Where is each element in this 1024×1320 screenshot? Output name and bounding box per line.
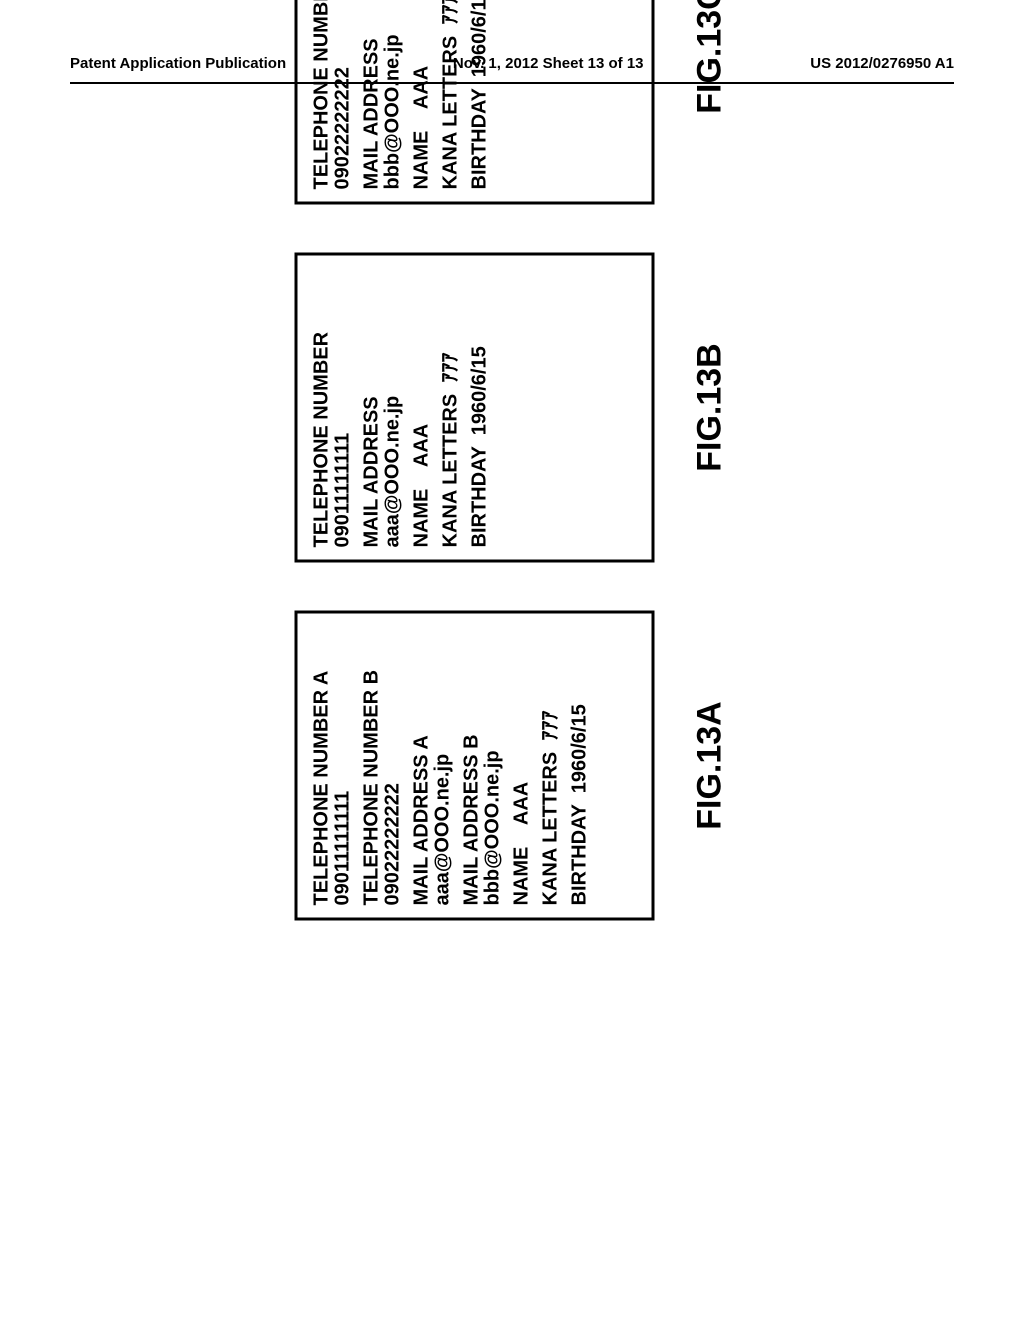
phone-label: TELEPHONE NUMBER <box>312 268 333 548</box>
figure-13b: TELEPHONE NUMBER 09011111111 MAIL ADDRES… <box>295 253 730 563</box>
mail-a-value: aaa@OOO.ne.jp <box>433 626 454 906</box>
mail-value: bbb@OOO.ne.jp <box>383 0 404 190</box>
phone: TELEPHONE NUMBER 09011111111 <box>312 268 354 548</box>
birthday-row: BIRTHDAY 1960/6/15 <box>470 0 491 190</box>
mail-label: MAIL ADDRESS <box>362 268 383 548</box>
phone-b-value: 09022222222 <box>383 626 404 906</box>
name-row: NAME AAA <box>412 268 433 548</box>
kana-row: KANA LETTERS ｱｱｱ <box>541 626 562 906</box>
mail-value: aaa@OOO.ne.jp <box>383 268 404 548</box>
caption-13c: FIG.13C <box>691 0 730 114</box>
panel-13c: TELEPHONE NUMBER 09022222222 MAIL ADDRES… <box>295 0 655 205</box>
phone-value: 09022222222 <box>333 0 354 190</box>
header-right: US 2012/0276950 A1 <box>810 55 954 72</box>
phone-b: TELEPHONE NUMBER B 09022222222 <box>362 626 404 906</box>
mail-b-value: bbb@OOO.ne.jp <box>483 626 504 906</box>
mail-b-label: MAIL ADDRESS B <box>462 626 483 906</box>
header-left: Patent Application Publication <box>70 55 286 72</box>
figure-13a: TELEPHONE NUMBER A 09011111111 TELEPHONE… <box>295 611 730 921</box>
mail: MAIL ADDRESS aaa@OOO.ne.jp <box>362 268 404 548</box>
phone-label: TELEPHONE NUMBER <box>312 0 333 190</box>
caption-13b: FIG.13B <box>691 343 730 471</box>
phone-b-label: TELEPHONE NUMBER B <box>362 626 383 906</box>
mail: MAIL ADDRESS bbb@OOO.ne.jp <box>362 0 404 190</box>
phone-a-value: 09011111111 <box>333 626 354 906</box>
mail-a-label: MAIL ADDRESS A <box>412 626 433 906</box>
name-row: NAME AAA <box>512 626 533 906</box>
birthday-row: BIRTHDAY 1960/6/15 <box>570 626 591 906</box>
phone-value: 09011111111 <box>333 268 354 548</box>
name-row: NAME AAA <box>412 0 433 190</box>
kana-row: KANA LETTERS ｱｱｱ <box>441 268 462 548</box>
mail-a: MAIL ADDRESS A aaa@OOO.ne.jp <box>412 626 454 906</box>
phone-a: TELEPHONE NUMBER A 09011111111 <box>312 626 354 906</box>
figure-13c: TELEPHONE NUMBER 09022222222 MAIL ADDRES… <box>295 0 730 205</box>
phone-a-label: TELEPHONE NUMBER A <box>312 626 333 906</box>
panel-13a: TELEPHONE NUMBER A 09011111111 TELEPHONE… <box>295 611 655 921</box>
phone: TELEPHONE NUMBER 09022222222 <box>312 0 354 190</box>
panel-13b: TELEPHONE NUMBER 09011111111 MAIL ADDRES… <box>295 253 655 563</box>
figures-row: TELEPHONE NUMBER A 09011111111 TELEPHONE… <box>295 0 730 938</box>
caption-13a: FIG.13A <box>691 701 730 829</box>
kana-row: KANA LETTERS ｱｱｱ <box>441 0 462 190</box>
mail-label: MAIL ADDRESS <box>362 0 383 190</box>
birthday-row: BIRTHDAY 1960/6/15 <box>470 268 491 548</box>
mail-b: MAIL ADDRESS B bbb@OOO.ne.jp <box>462 626 504 906</box>
